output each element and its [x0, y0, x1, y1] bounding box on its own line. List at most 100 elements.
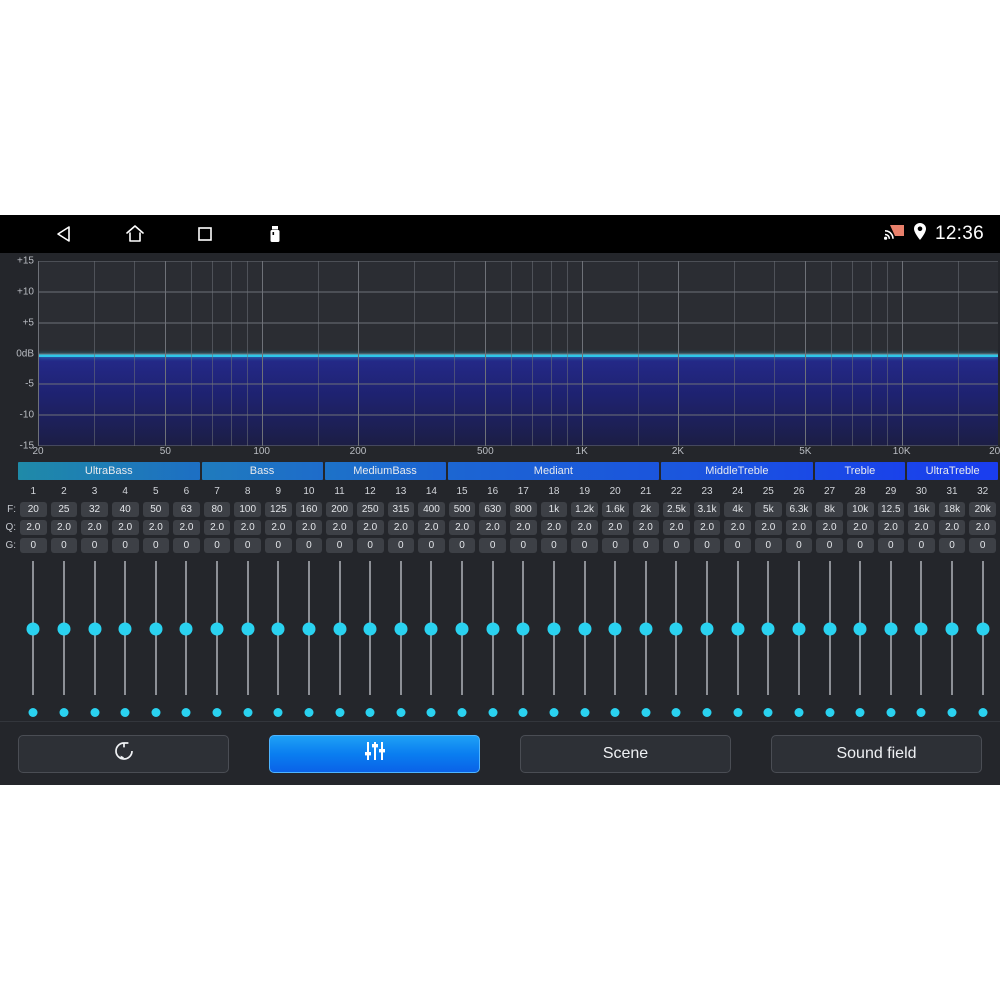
q-slider-thumb[interactable] — [702, 708, 712, 717]
q-cell[interactable]: 2.0 — [448, 519, 476, 535]
q-slider-thumb[interactable] — [610, 708, 620, 717]
frequency-cell[interactable]: 2.5k — [663, 501, 690, 517]
frequency-cell[interactable]: 8k — [816, 501, 843, 517]
scene-button[interactable]: Scene — [520, 734, 731, 773]
eq-slider-30[interactable] — [906, 557, 937, 717]
gain-cell[interactable]: 0 — [846, 537, 874, 553]
band-group-mediumbass[interactable]: MediumBass — [324, 462, 446, 480]
sound-field-button[interactable]: Sound field — [771, 734, 982, 773]
q-slider-thumb[interactable] — [273, 708, 283, 717]
reset-button[interactable] — [18, 734, 229, 773]
q-cell[interactable]: 2.0 — [877, 519, 905, 535]
frequency-cell[interactable]: 1k — [540, 501, 568, 517]
frequency-cell[interactable]: 80 — [203, 501, 231, 517]
q-slider-thumb[interactable] — [304, 708, 314, 717]
slider-thumb[interactable] — [26, 622, 40, 636]
frequency-cell[interactable]: 2k — [632, 501, 660, 517]
slider-thumb[interactable] — [455, 622, 469, 636]
eq-slider-4[interactable] — [110, 557, 141, 717]
frequency-cell[interactable]: 200 — [326, 501, 353, 517]
eq-slider-28[interactable] — [845, 557, 876, 717]
frequency-cell[interactable]: 500 — [448, 501, 476, 517]
gain-cell[interactable]: 0 — [632, 537, 660, 553]
band-group-middletreble[interactable]: MiddleTreble — [661, 462, 813, 480]
q-slider-thumb[interactable] — [457, 708, 467, 717]
recents-icon[interactable] — [192, 221, 218, 247]
frequency-cell[interactable]: 5k — [755, 501, 782, 517]
eq-slider-18[interactable] — [539, 557, 570, 717]
band-group-ultrabass[interactable]: UltraBass — [18, 462, 200, 480]
eq-slider-32[interactable] — [967, 557, 998, 717]
q-slider-thumb[interactable] — [641, 708, 651, 717]
q-slider-thumb[interactable] — [733, 708, 743, 717]
slider-thumb[interactable] — [700, 622, 714, 636]
slider-thumb[interactable] — [210, 622, 224, 636]
eq-slider-24[interactable] — [722, 557, 753, 717]
frequency-cell[interactable]: 18k — [938, 501, 966, 517]
eq-slider-27[interactable] — [814, 557, 845, 717]
eq-slider-14[interactable] — [416, 557, 447, 717]
q-slider-thumb[interactable] — [151, 708, 161, 717]
eq-slider-29[interactable] — [876, 557, 907, 717]
q-cell[interactable]: 2.0 — [479, 519, 506, 535]
frequency-cell[interactable]: 16k — [908, 501, 935, 517]
gain-cell[interactable]: 0 — [601, 537, 629, 553]
q-cell[interactable]: 2.0 — [540, 519, 568, 535]
q-cell[interactable]: 2.0 — [663, 519, 690, 535]
q-slider-thumb[interactable] — [396, 708, 406, 717]
q-slider-thumb[interactable] — [518, 708, 528, 717]
gain-cell[interactable]: 0 — [479, 537, 506, 553]
gain-cell[interactable]: 0 — [908, 537, 935, 553]
slider-thumb[interactable] — [149, 622, 163, 636]
gain-cell[interactable]: 0 — [295, 537, 323, 553]
band-group-bass[interactable]: Bass — [201, 462, 323, 480]
eq-slider-13[interactable] — [386, 557, 417, 717]
frequency-cell[interactable]: 125 — [265, 501, 292, 517]
q-cell[interactable]: 2.0 — [418, 519, 445, 535]
frequency-cell[interactable]: 100 — [234, 501, 261, 517]
q-cell[interactable]: 2.0 — [632, 519, 660, 535]
slider-thumb[interactable] — [792, 622, 806, 636]
gain-cell[interactable]: 0 — [877, 537, 905, 553]
q-cell[interactable]: 2.0 — [969, 519, 996, 535]
slider-thumb[interactable] — [424, 622, 438, 636]
q-cell[interactable]: 2.0 — [234, 519, 261, 535]
q-slider-thumb[interactable] — [886, 708, 896, 717]
graph-plot-area[interactable] — [38, 261, 998, 446]
gain-cell[interactable]: 0 — [816, 537, 843, 553]
band-group-treble[interactable]: Treble — [814, 462, 906, 480]
eq-slider-19[interactable] — [569, 557, 600, 717]
q-slider-thumb[interactable] — [671, 708, 681, 717]
gain-cell[interactable]: 0 — [111, 537, 139, 553]
slider-thumb[interactable] — [823, 622, 837, 636]
eq-slider-25[interactable] — [753, 557, 784, 717]
slider-thumb[interactable] — [914, 622, 928, 636]
slider-thumb[interactable] — [608, 622, 622, 636]
frequency-cell[interactable]: 630 — [479, 501, 506, 517]
q-slider-thumb[interactable] — [212, 708, 222, 717]
q-slider-thumb[interactable] — [28, 708, 38, 717]
eq-slider-1[interactable] — [18, 557, 49, 717]
frequency-cell[interactable]: 50 — [142, 501, 170, 517]
q-cell[interactable]: 2.0 — [755, 519, 782, 535]
q-slider-thumb[interactable] — [549, 708, 559, 717]
slider-thumb[interactable] — [761, 622, 775, 636]
q-slider-thumb[interactable] — [335, 708, 345, 717]
q-cell[interactable]: 2.0 — [571, 519, 598, 535]
eq-slider-12[interactable] — [355, 557, 386, 717]
gain-cell[interactable]: 0 — [540, 537, 568, 553]
slider-thumb[interactable] — [394, 622, 408, 636]
q-slider-thumb[interactable] — [794, 708, 804, 717]
slider-thumb[interactable] — [639, 622, 653, 636]
frequency-cell[interactable]: 25 — [50, 501, 78, 517]
q-cell[interactable]: 2.0 — [510, 519, 537, 535]
gain-cell[interactable]: 0 — [142, 537, 170, 553]
usb-icon[interactable] — [262, 221, 288, 247]
q-cell[interactable]: 2.0 — [693, 519, 721, 535]
slider-thumb[interactable] — [731, 622, 745, 636]
slider-thumb[interactable] — [486, 622, 500, 636]
q-cell[interactable]: 2.0 — [50, 519, 78, 535]
q-slider-thumb[interactable] — [978, 708, 988, 717]
slider-thumb[interactable] — [976, 622, 990, 636]
q-cell[interactable]: 2.0 — [938, 519, 966, 535]
